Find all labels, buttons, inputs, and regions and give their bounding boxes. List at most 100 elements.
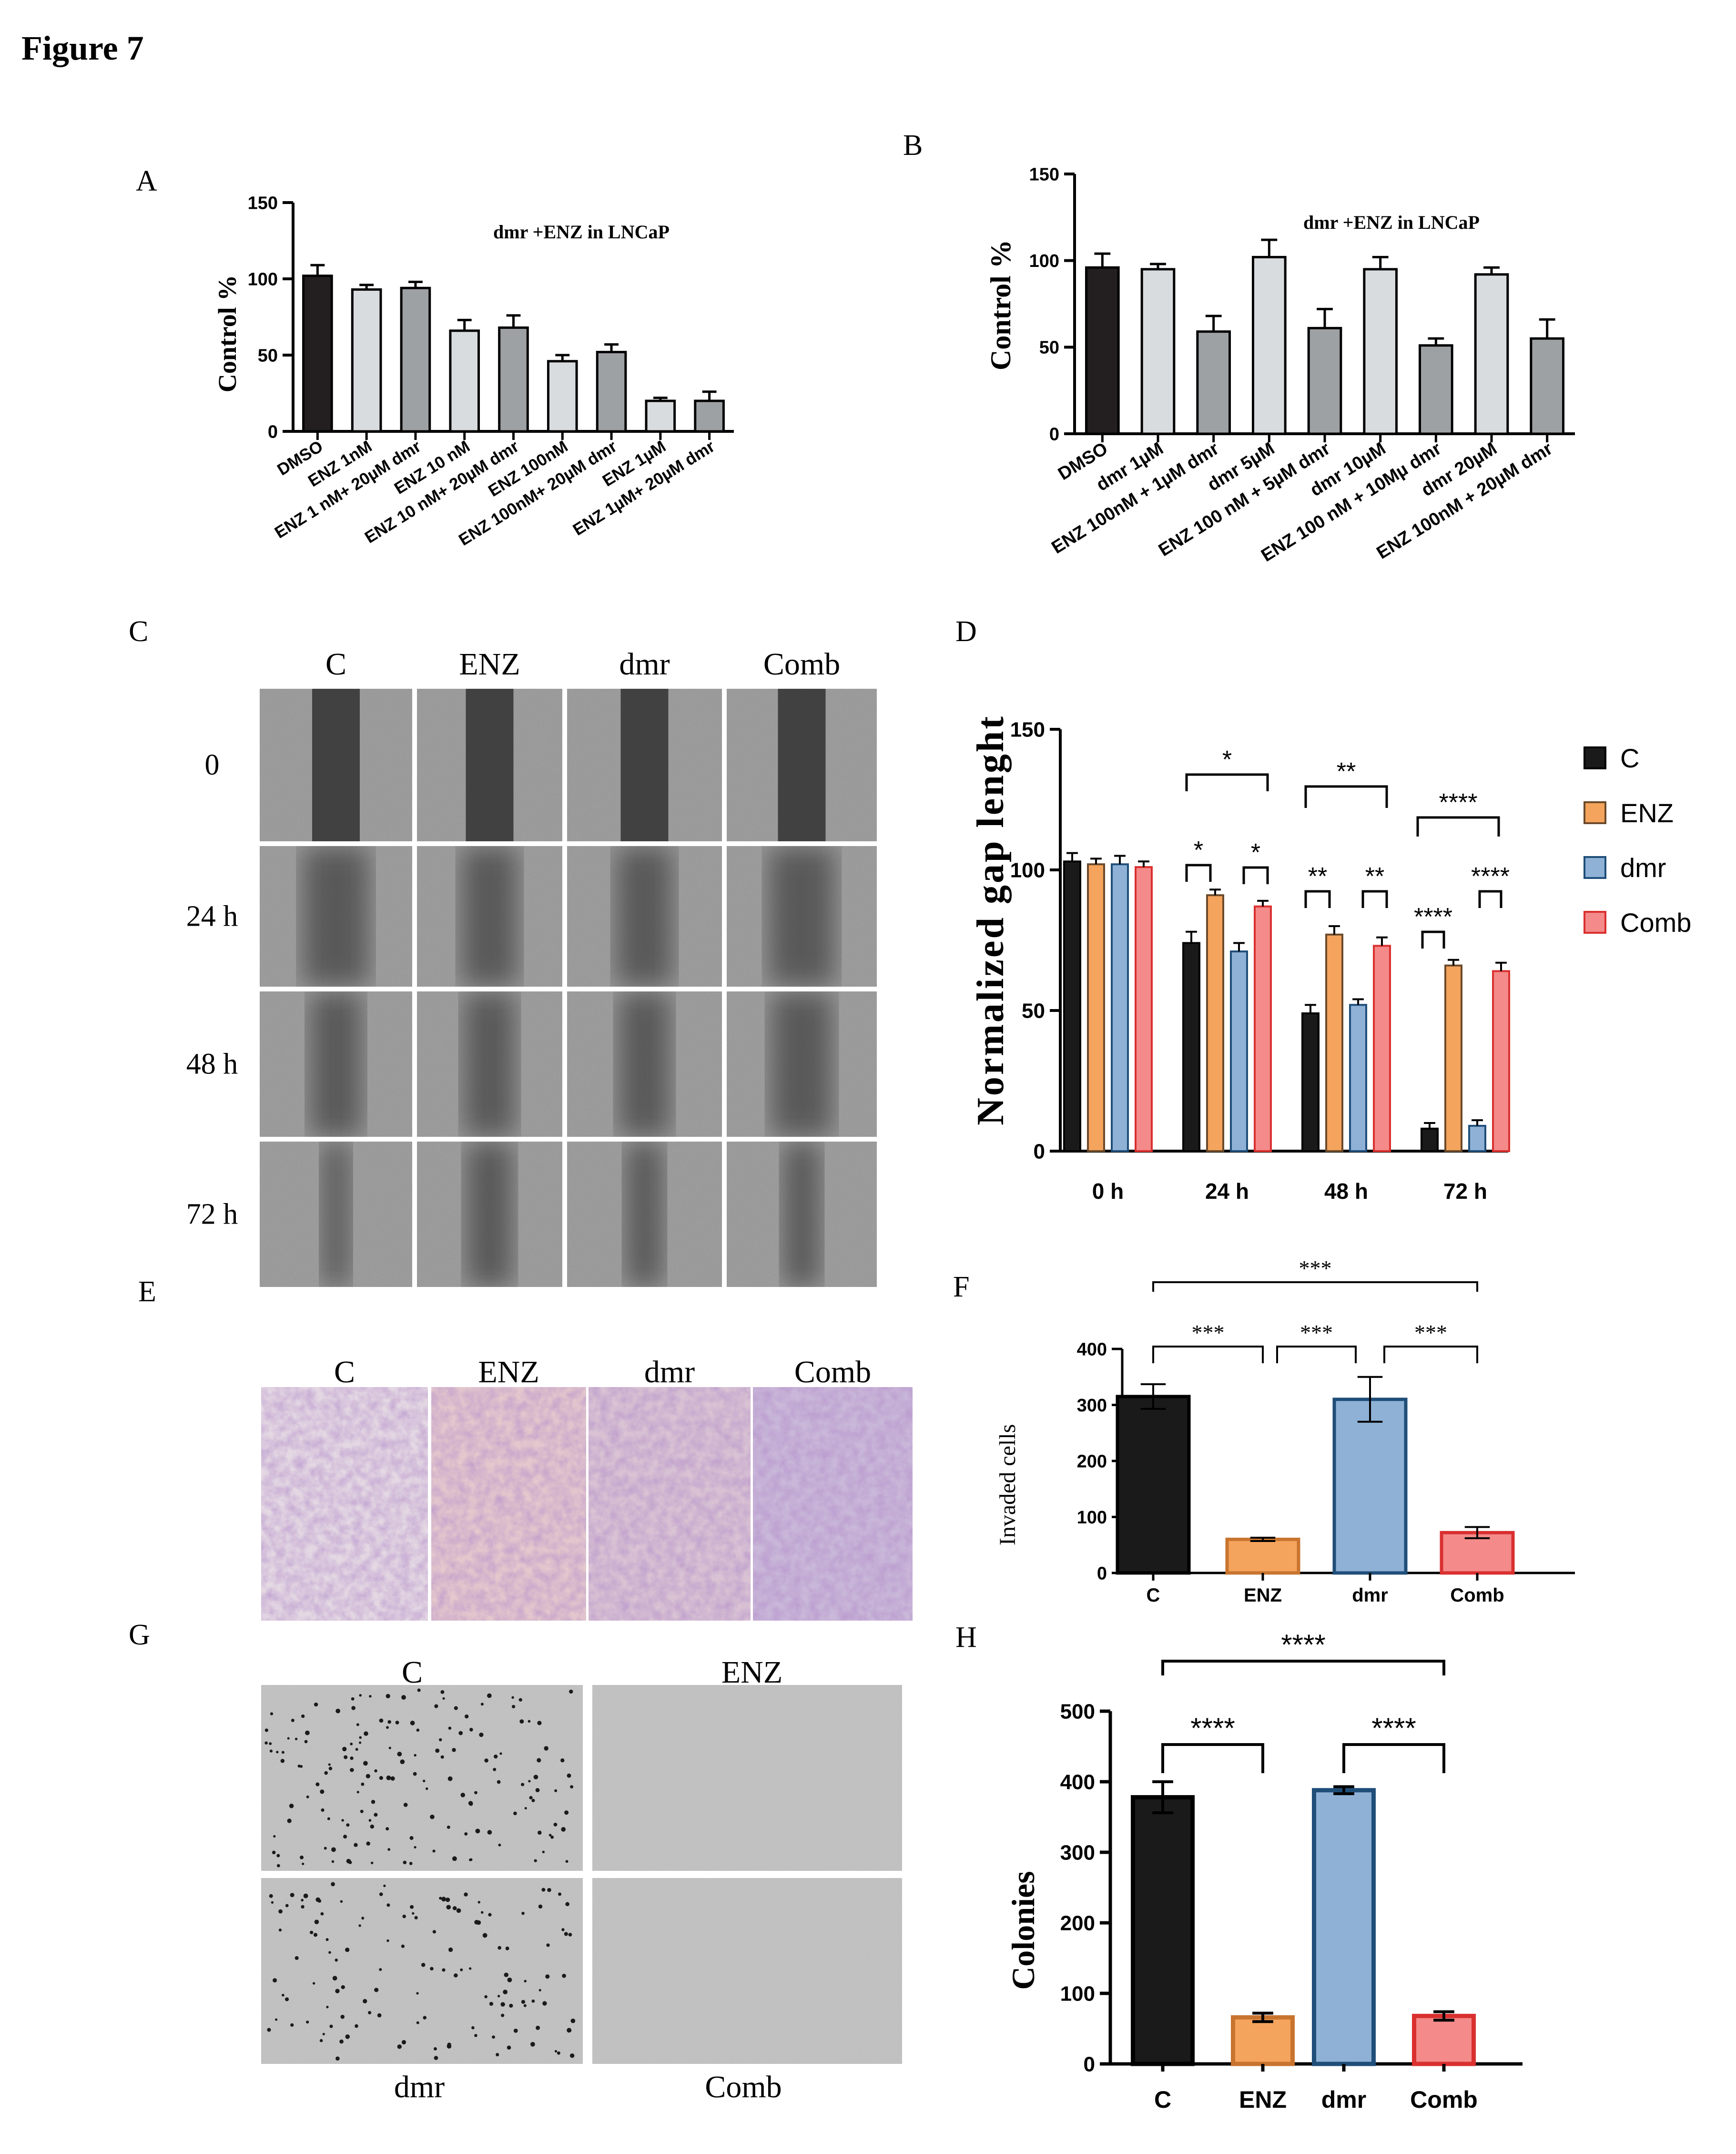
panel-g-colony-dot xyxy=(558,1892,562,1896)
panel-a-bar xyxy=(547,360,578,433)
panel-g-colony-dot xyxy=(489,2001,494,2006)
panel-g-colony-dot xyxy=(561,1928,565,1931)
panel-g-colony-dot xyxy=(377,2013,382,2018)
panel-g-colony-dot xyxy=(366,1841,370,1846)
panel-d-legend-swatch xyxy=(1584,911,1606,934)
panel-c-scratch-gap xyxy=(620,689,669,841)
panel-g-colony-dot xyxy=(291,1718,294,1722)
panel-b-inset-title: dmr +ENZ in LNCaP xyxy=(1303,212,1480,233)
panel-h-x-label: dmr xyxy=(1321,2086,1366,2113)
panel-g-colony-dot xyxy=(475,1828,480,1834)
panel-g-colony-dot xyxy=(320,1789,325,1794)
panel-c-scratch-gap xyxy=(303,846,369,987)
panel-g-colony-dot xyxy=(474,2034,477,2037)
panel-h-ylabel: Colonies xyxy=(1005,1871,1041,1990)
panel-g-colony-dot xyxy=(275,2018,278,2021)
panel-g-colony-dot xyxy=(498,1843,501,1847)
panel-g-colony-dot xyxy=(282,1993,284,1997)
panel-e-image-texture xyxy=(261,1387,428,1621)
panel-g-colony-dot xyxy=(448,1726,452,1730)
panel-g-colony-dot xyxy=(402,1914,406,1919)
panel-b-bar xyxy=(1530,337,1564,435)
panel-d-48h-a-bracket xyxy=(1304,890,1331,908)
panel-d-bar-enz xyxy=(1325,933,1343,1152)
panel-g-colony-dot xyxy=(386,1726,389,1729)
panel-h-dmr-comb-significance: **** xyxy=(1371,1712,1416,1744)
panel-a-y-tick-label: 50 xyxy=(258,346,278,366)
panel-g-colony-dot xyxy=(464,1714,469,1719)
panel-g-colony-dot xyxy=(417,1688,421,1692)
panel-d-48h-a-significance: ** xyxy=(1308,863,1327,890)
panel-d-24h-main-significance: * xyxy=(1222,746,1232,774)
panel-g-colony-dot xyxy=(360,1809,364,1813)
panel-g-colony-dot xyxy=(568,1932,572,1937)
panel-g-colony-dot xyxy=(409,1836,414,1840)
panel-d-y-tick-label: 100 xyxy=(1010,858,1045,882)
panel-g-colony-dot xyxy=(538,1904,543,1909)
panel-h-y-tick-label: 400 xyxy=(1060,1770,1095,1794)
panel-g-colony-dot xyxy=(386,1775,391,1780)
panel-g-colony-dot xyxy=(518,1698,522,1702)
panel-g-colony-dot xyxy=(468,1801,473,1806)
panel-b-bar xyxy=(1474,273,1509,435)
panel-g-colony-dot xyxy=(271,1901,274,1904)
panel-g-colony-dot xyxy=(314,1919,319,1924)
panel-a-ylabel: Control % xyxy=(213,275,242,393)
panel-d-x-label: 72 h xyxy=(1443,1179,1487,1204)
panel-g-colony-dot xyxy=(430,1814,435,1819)
panel-g-colony-dot xyxy=(350,1756,354,1760)
panel-g-colony-dot xyxy=(348,1860,352,1864)
panel-g-colony-dot xyxy=(492,2035,495,2039)
panel-f-x-label: ENZ xyxy=(1244,1585,1282,1606)
panel-g-colony-dot xyxy=(509,2003,513,2008)
panel-g-colony-dot xyxy=(554,2050,558,2053)
panel-g-colony-dot xyxy=(546,1943,550,1947)
panel-c-scratch-gap xyxy=(461,846,518,987)
panel-f-y-tick-label: 200 xyxy=(1077,1451,1107,1471)
panel-g-image-texture xyxy=(261,1878,583,2064)
panel-g-colony-dot xyxy=(456,1908,461,1913)
panel-f-c-enz-significance: *** xyxy=(1192,1320,1225,1345)
panel-g-colony-dot xyxy=(570,1785,574,1789)
panel-g-colony-dot xyxy=(267,2028,271,2032)
panel-g-colony-dot xyxy=(458,1731,463,1735)
panel-f-c-comb-bracket xyxy=(1152,1281,1478,1292)
panel-g-colony-dot xyxy=(369,1695,372,1698)
panel-g-colony-dot xyxy=(554,1789,558,1792)
panel-g-image-texture xyxy=(592,1878,902,2064)
panel-g-colony-dot xyxy=(345,2034,350,2039)
panel-g-colony-dot xyxy=(280,1759,285,1763)
panel-g-colony-dot xyxy=(335,1959,338,1962)
panel-g-colony-dot xyxy=(335,1989,340,1993)
panel-g-colony-dot xyxy=(395,1720,399,1725)
panel-b-y-tick-label: 50 xyxy=(1039,338,1059,358)
panel-f-y-tick-label: 400 xyxy=(1077,1339,1107,1359)
panel-g-colony-dot xyxy=(416,2021,419,2024)
panel-g-colony-dot xyxy=(562,1973,566,1978)
panel-f-c-comb-significance: *** xyxy=(1299,1256,1332,1280)
panel-g-colony-dot xyxy=(379,1892,383,1896)
panel-g-colony-dot xyxy=(550,1835,554,1839)
panel-g-colony-dot xyxy=(504,1972,508,1977)
panel-c-scratch-gap xyxy=(616,846,673,987)
panel-g-colony-dot xyxy=(474,1919,479,1925)
panel-d-72h-main-bracket xyxy=(1416,816,1500,837)
panel-d-24h-a-bracket xyxy=(1185,864,1212,882)
panel-g-colony-dot xyxy=(553,1822,558,1827)
panel-g-colony-dot xyxy=(447,1776,453,1781)
panel-d-y-tick-label: 0 xyxy=(1034,1140,1045,1163)
panel-c-scratch-gap xyxy=(778,689,826,841)
panel-g-label: Comb xyxy=(705,2070,782,2104)
panel-g-colony-dot xyxy=(328,1766,333,1770)
panel-g-colony-dot xyxy=(513,2028,518,2033)
panel-d-legend-swatch xyxy=(1584,746,1606,769)
panel-e-column-label: ENZ xyxy=(478,1355,539,1389)
panel-h-c-comb-significance: **** xyxy=(1281,1629,1325,1661)
panel-g-colony-dot xyxy=(537,1721,542,1725)
panel-d-24h-a-significance: * xyxy=(1194,837,1203,864)
panel-b-bar xyxy=(1196,330,1231,435)
panel-g-colony-dot xyxy=(538,1830,542,1835)
panel-g-colony-dot xyxy=(414,1916,418,1919)
